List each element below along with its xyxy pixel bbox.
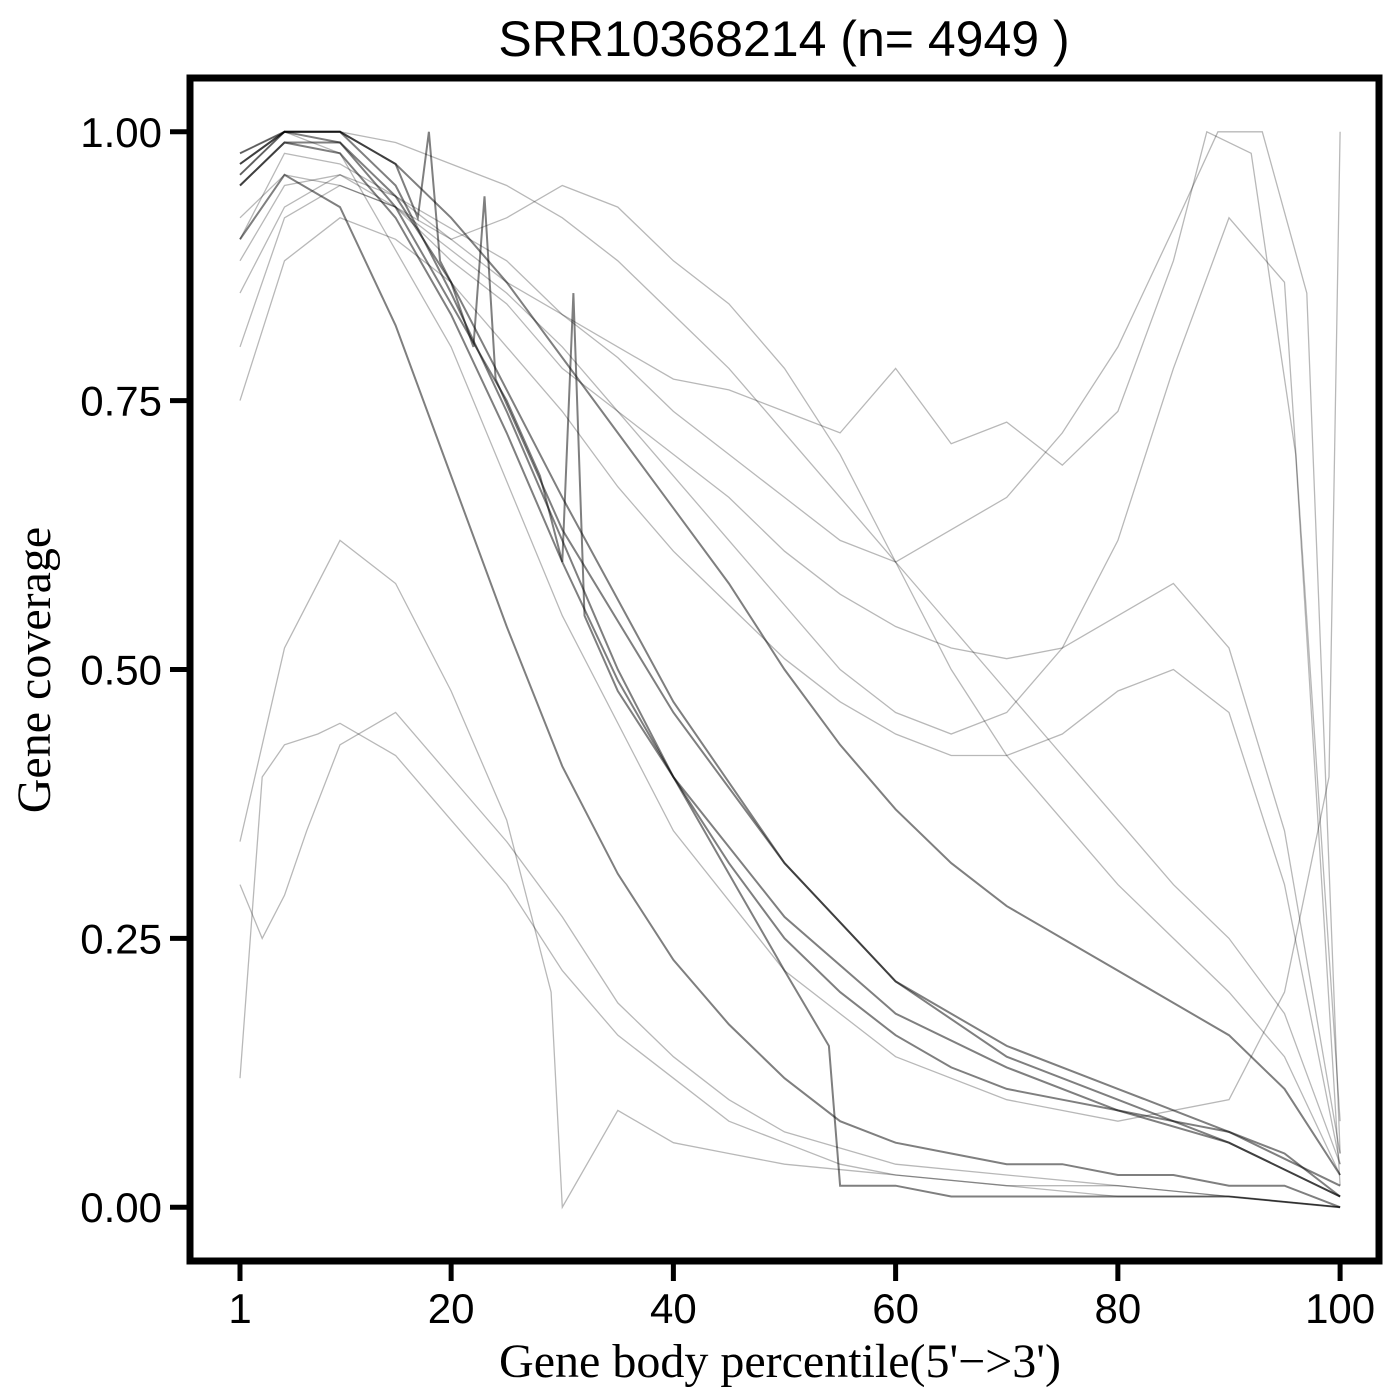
series-line-u-shape-3 — [239, 184, 1341, 1122]
x-tick-label: 40 — [650, 1285, 697, 1332]
series-line-typical-mid — [239, 141, 1341, 1198]
y-tick-label: 0.00 — [80, 1184, 162, 1231]
y-tick-label: 0.50 — [80, 647, 162, 694]
x-axis-label: Gene body percentile(5'−>3') — [499, 1335, 1061, 1388]
y-axis-label: Gene coverage — [8, 527, 61, 813]
series-line-broad-3prime-2 — [239, 217, 1341, 1165]
x-tick-label: 60 — [872, 1285, 919, 1332]
x-tick-label: 80 — [1095, 1285, 1142, 1332]
series-line-typical-upper — [239, 130, 1341, 1176]
series-line-low-start-3 — [239, 539, 1341, 1210]
series-line-steep — [239, 130, 1341, 1209]
y-axis: 0.00 0.25 0.50 0.75 1.00 — [80, 109, 187, 1231]
series-line-u-shape-2 — [239, 131, 1341, 1154]
series-line-typical-lower — [239, 173, 1341, 1209]
series-line-spike-23 — [239, 141, 1341, 1187]
y-tick-label: 0.75 — [80, 378, 162, 425]
x-axis: 1 20 40 60 80 100 — [228, 1264, 1375, 1332]
y-tick-label: 0.25 — [80, 915, 162, 962]
series-line-spike-18 — [239, 130, 1341, 1198]
x-tick-label: 100 — [1305, 1285, 1375, 1332]
plot-frame — [186, 74, 1383, 1265]
series-layer — [239, 130, 1341, 1210]
series-line-late-spike-100 — [239, 131, 1341, 1122]
x-tick-label: 20 — [428, 1285, 475, 1332]
x-tick-label: 1 — [228, 1285, 251, 1332]
y-tick-label: 1.00 — [80, 109, 162, 156]
series-line-u-shape-1 — [239, 130, 1341, 1186]
series-line-spike-31 — [239, 130, 1341, 1198]
series-line-low-start-2 — [239, 711, 1341, 1208]
series-line-mid-hump — [239, 174, 1341, 1176]
series-line-low-start-1 — [239, 722, 1341, 1208]
series-line-flat-high — [239, 131, 1341, 1165]
chart-title: SRR10368214 (n= 4949 ) — [498, 11, 1069, 67]
series-line-broad-3prime-1 — [239, 174, 1341, 1154]
